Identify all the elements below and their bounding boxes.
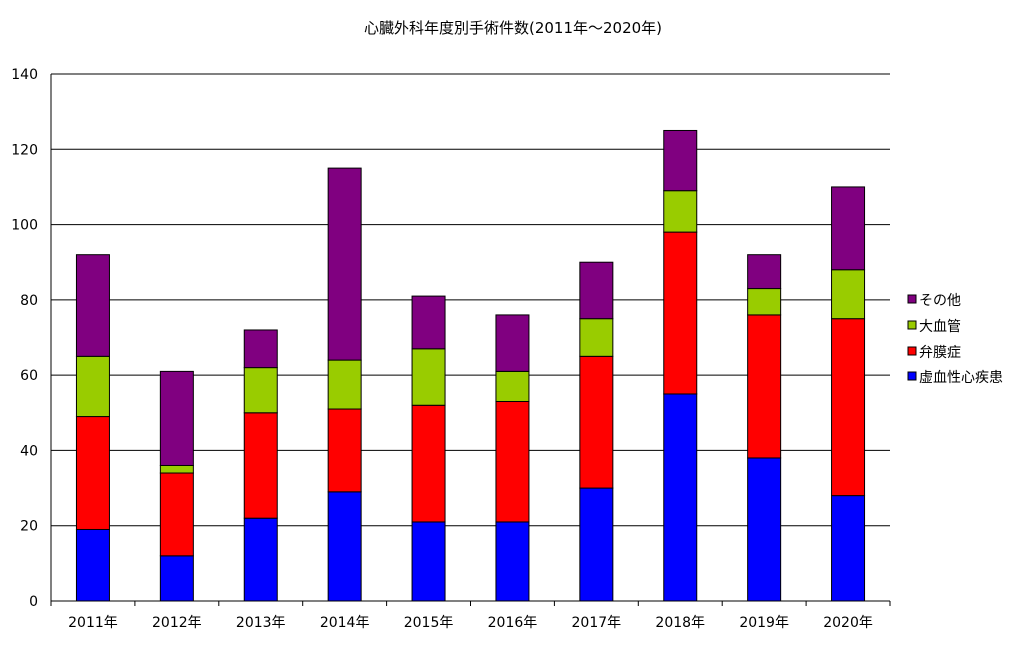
y-tick-label: 0 <box>29 594 38 610</box>
bar-segment <box>831 318 866 497</box>
y-tick-label: 100 <box>11 218 38 234</box>
bar-segment <box>243 517 278 602</box>
bar-segment <box>411 295 446 350</box>
bar-segment <box>327 167 362 361</box>
bar-segment <box>159 555 194 602</box>
x-tick-label: 2014年 <box>320 615 370 631</box>
bar-segment <box>747 254 782 290</box>
y-tick-label: 140 <box>11 67 38 83</box>
legend-label: 大血管 <box>919 319 961 335</box>
bar-segment <box>579 355 614 489</box>
x-tick-label: 2019年 <box>739 615 789 631</box>
bar-segment <box>747 288 782 316</box>
bar-segment <box>747 457 782 602</box>
x-tick-label: 2017年 <box>572 615 622 631</box>
y-axis-ticks: 0 20 40 60 80 100 120 140 <box>11 67 38 610</box>
bar-segment <box>75 416 110 530</box>
x-tick-label: 2013年 <box>236 615 286 631</box>
bar-segment <box>327 491 362 602</box>
bar-segment <box>75 528 110 602</box>
bar-segment <box>243 367 278 414</box>
bar-segment <box>747 314 782 459</box>
x-tick-label: 2011年 <box>68 615 118 631</box>
bar-segment <box>663 393 698 602</box>
bar-segment <box>831 186 866 271</box>
bar-segment <box>579 261 614 320</box>
axes <box>50 74 891 606</box>
bar-segment <box>411 404 446 523</box>
x-axis-ticks: 2011年 2012年 2013年 2014年 2015年 2016年 2017年 2018年… <box>68 615 873 631</box>
bar-segment <box>663 190 698 233</box>
bar-segment <box>495 370 530 402</box>
bar-segment <box>579 318 614 357</box>
bar-segment <box>411 521 446 602</box>
y-tick-label: 120 <box>11 142 38 158</box>
x-tick-label: 2016年 <box>488 615 538 631</box>
bar-segment <box>411 348 446 406</box>
bar-segment <box>663 231 698 395</box>
legend-label: 虚血性心疾患 <box>919 370 1003 386</box>
x-tick-label: 2015年 <box>404 615 454 631</box>
bar-segment <box>243 329 278 369</box>
chart-title: 心臓外科年度別手術件数(2011年〜2020年) <box>364 19 662 37</box>
legend-swatch <box>907 320 917 330</box>
bar-segment <box>159 370 194 466</box>
bar-segment <box>831 495 866 602</box>
y-tick-label: 20 <box>20 519 38 535</box>
y-tick-label: 40 <box>20 443 38 459</box>
bar-segment <box>327 408 362 493</box>
bar-segment <box>75 254 110 357</box>
legend-swatch <box>907 294 917 304</box>
bar-segment <box>243 412 278 519</box>
bar-segment <box>579 487 614 602</box>
x-tick-label: 2020年 <box>823 615 873 631</box>
x-tick-label: 2018年 <box>655 615 705 631</box>
bars <box>75 129 866 602</box>
bar-segment <box>495 521 530 602</box>
y-tick-label: 60 <box>20 368 38 384</box>
bar-segment <box>663 129 698 192</box>
bar-segment <box>495 400 530 523</box>
legend-label: 弁膜症 <box>919 345 961 361</box>
bar-segment <box>75 355 110 418</box>
y-tick-label: 80 <box>20 293 38 309</box>
bar-segment <box>159 472 194 557</box>
legend-swatch <box>907 371 917 381</box>
bar-segment <box>831 269 866 320</box>
legend-swatch <box>907 346 917 356</box>
x-tick-label: 2012年 <box>152 615 202 631</box>
legend-label: その他 <box>919 293 961 309</box>
bar-segment <box>495 314 530 372</box>
bar-segment <box>159 464 194 474</box>
bar-segment <box>327 359 362 410</box>
